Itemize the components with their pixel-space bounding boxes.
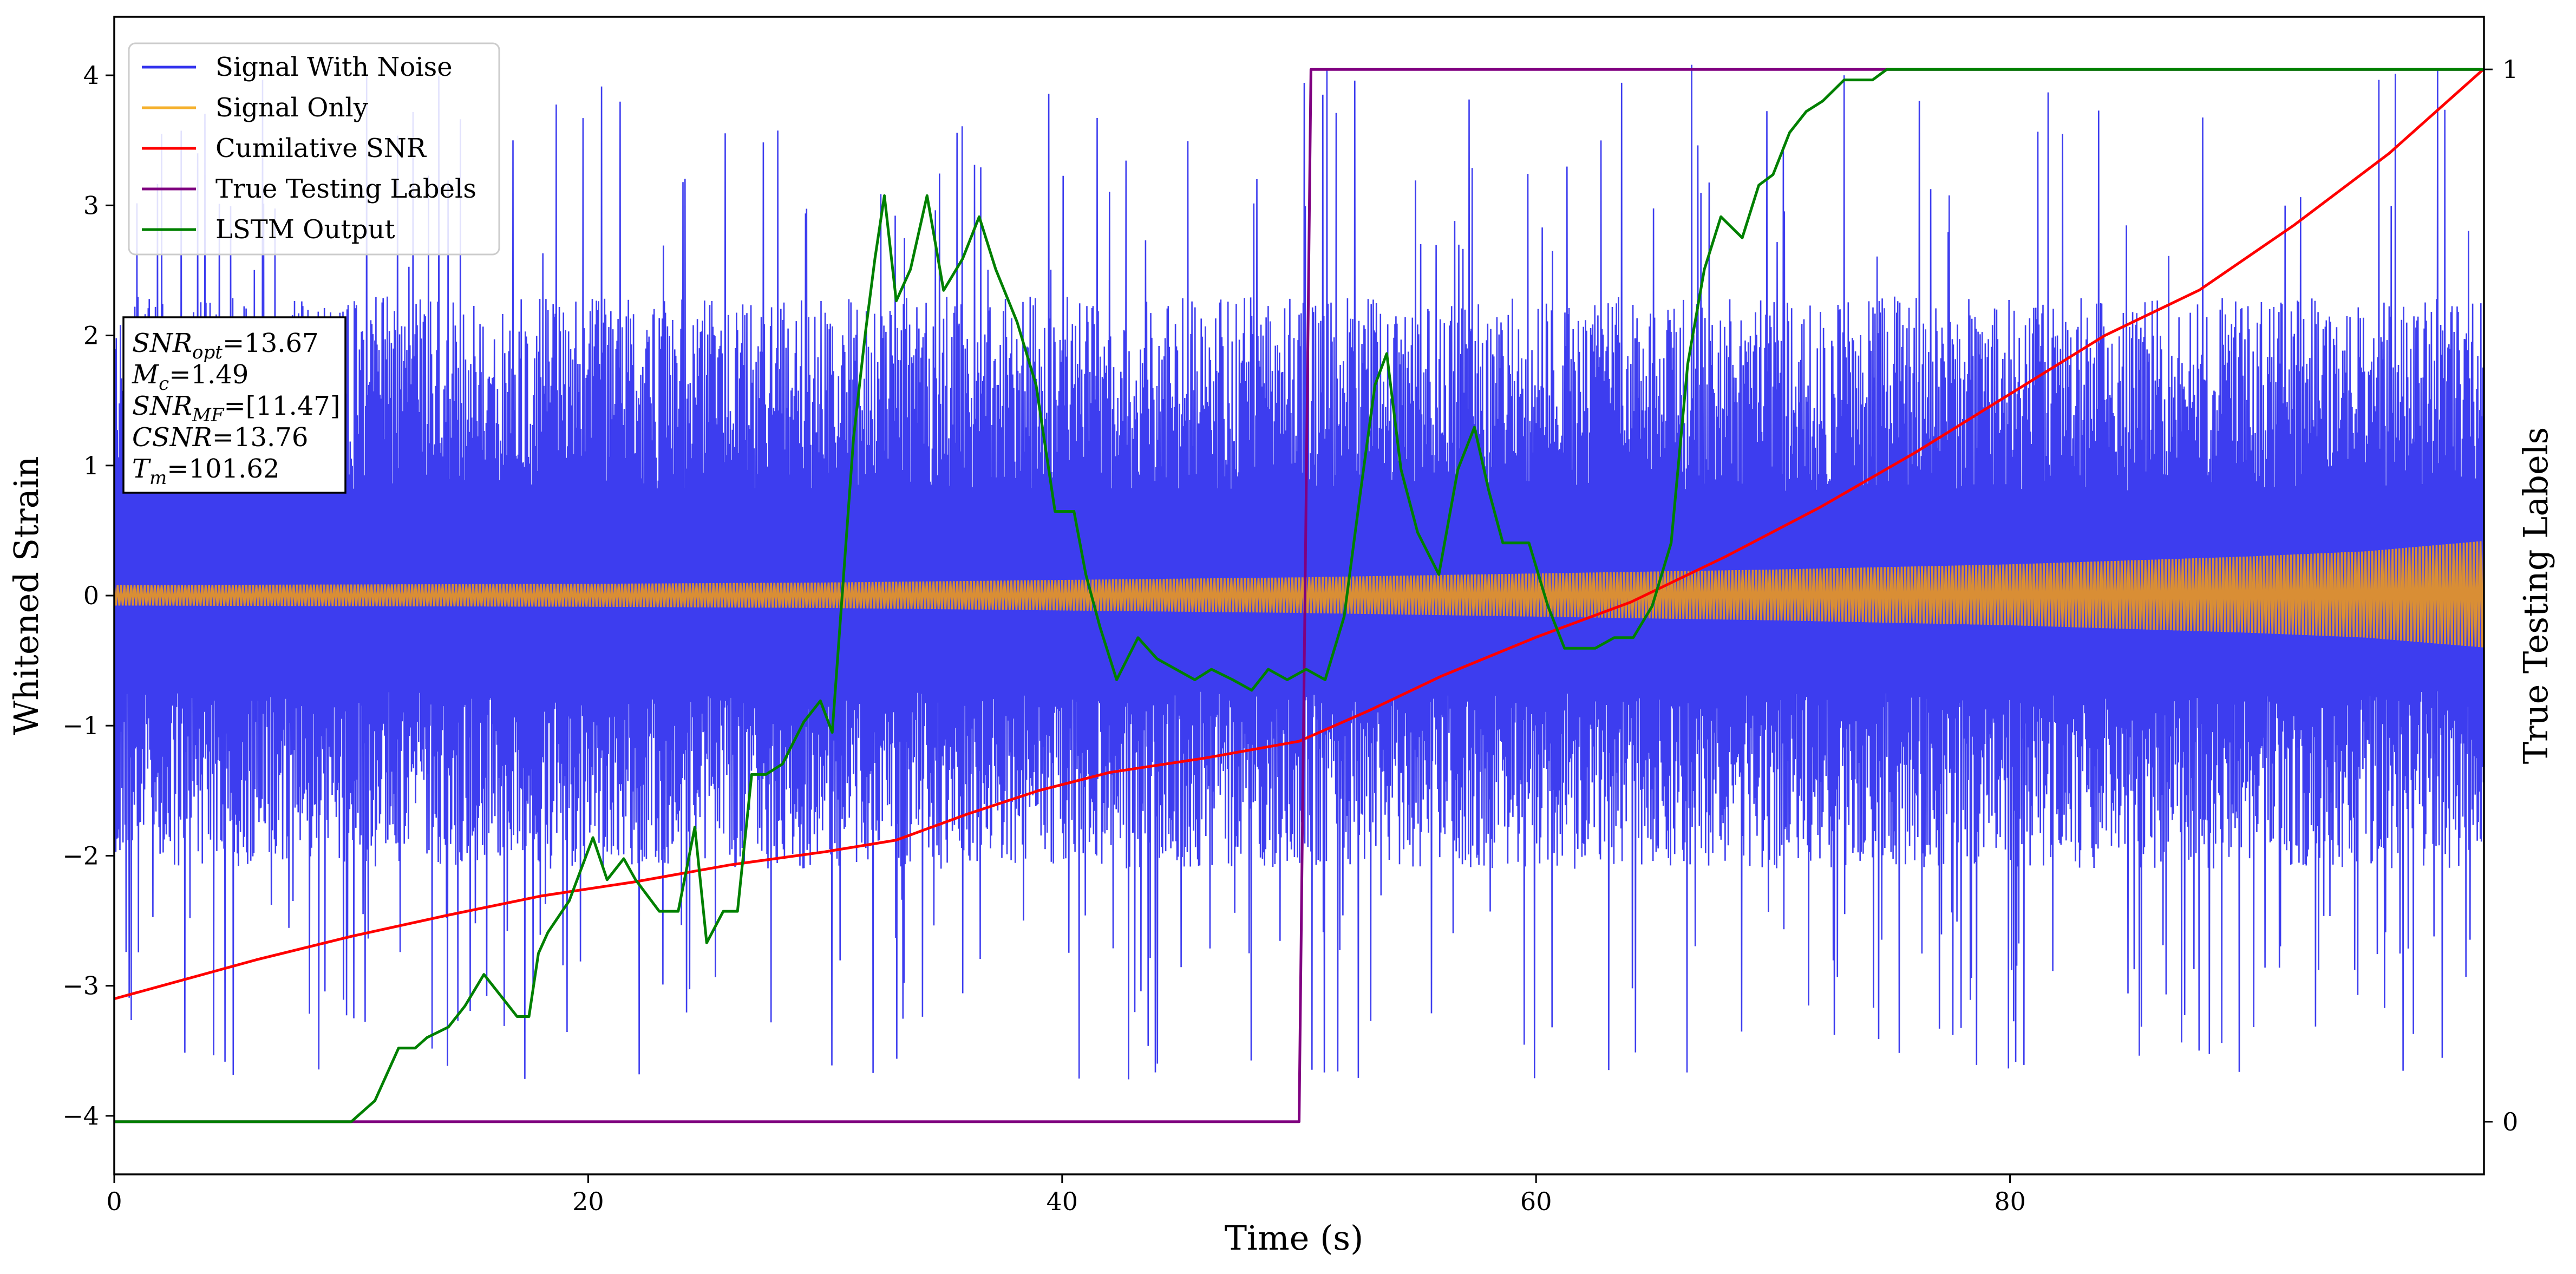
- legend-label: True Testing Labels: [215, 174, 476, 204]
- legend-label: Cumilative SNR: [215, 133, 427, 164]
- legend-label: Signal With Noise: [215, 52, 453, 82]
- overlay-lines: [114, 68, 2484, 1123]
- x-tick-label: 40: [1047, 1187, 1078, 1216]
- y-right-tick-label: 1: [2502, 55, 2518, 84]
- x-tick-label: 20: [572, 1187, 604, 1216]
- x-tick-label: 80: [1994, 1187, 2026, 1216]
- y-left-tick-label: 0: [83, 581, 99, 610]
- annotation-line: Mc=1.49: [132, 360, 249, 395]
- y-axis-left-title: Whitened Strain: [6, 456, 46, 735]
- lstm-output-line: [114, 68, 2484, 1123]
- annotation-line: SNRopt=13.67: [132, 328, 319, 363]
- annotation-line: CSNR=13.76: [132, 422, 308, 453]
- y-left-tick-label: 1: [83, 451, 99, 480]
- annotation-line: Tm=101.62: [132, 454, 279, 489]
- x-tick-label: 0: [106, 1187, 122, 1216]
- legend-box: [128, 42, 500, 256]
- signal-with-noise-series: [114, 64, 2484, 1080]
- signal-only-series: [114, 541, 2484, 648]
- y-axis-right: 01: [2484, 55, 2518, 1136]
- y-left-tick-label: −2: [62, 841, 99, 870]
- y-left-tick-label: −1: [62, 711, 99, 740]
- annotation-line: SNRMF=[11.47]: [132, 391, 341, 426]
- y-left-tick-label: 3: [83, 191, 99, 220]
- y-left-tick-label: −3: [62, 971, 99, 1001]
- y-left-tick-label: 2: [83, 321, 99, 350]
- y-left-tick-label: −4: [62, 1101, 99, 1131]
- y-left-tick-label: 4: [83, 61, 99, 90]
- cumulative-snr-line: [114, 68, 2484, 1001]
- signal-only-trace: [114, 541, 2484, 648]
- annotation-box: [122, 316, 346, 494]
- x-axis: 0 20 40 60 80: [106, 1174, 2026, 1216]
- plot-area: [114, 64, 2484, 1123]
- y-axis-right-title: True Testing Labels: [2516, 427, 2555, 765]
- parameter-annotation: SNRopt=13.67Mc=1.49SNRMF=[11.47]CSNR=13.…: [122, 316, 346, 494]
- legend-label: LSTM Output: [215, 214, 395, 245]
- x-axis-title: Time (s): [1225, 1218, 1364, 1258]
- x-tick-label: 60: [1520, 1187, 1552, 1216]
- legend-label: Signal Only: [215, 93, 368, 123]
- y-axis-left: −4 −3 −2 −1 0 1 2 3 4: [62, 61, 114, 1131]
- noise-trace: [114, 64, 2484, 1080]
- legend: Signal With Noise Signal Only Cumilative S…: [128, 42, 500, 256]
- y-right-tick-label: 0: [2502, 1107, 2518, 1136]
